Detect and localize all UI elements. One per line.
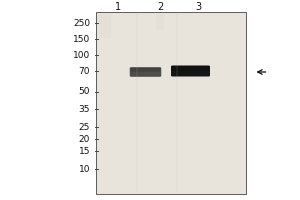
FancyBboxPatch shape xyxy=(171,66,210,76)
FancyBboxPatch shape xyxy=(130,67,161,77)
Text: 100: 100 xyxy=(73,50,90,60)
Text: 2: 2 xyxy=(158,2,164,12)
Bar xyxy=(96,12,246,194)
Text: 15: 15 xyxy=(79,146,90,156)
Text: 25: 25 xyxy=(79,122,90,132)
Text: 70: 70 xyxy=(79,66,90,75)
Text: 50: 50 xyxy=(79,88,90,97)
Bar xyxy=(99,14,111,38)
Text: 250: 250 xyxy=(73,19,90,27)
Bar xyxy=(156,14,164,30)
Text: 150: 150 xyxy=(73,34,90,44)
FancyBboxPatch shape xyxy=(172,66,209,71)
Text: 3: 3 xyxy=(195,2,201,12)
Text: 10: 10 xyxy=(79,164,90,173)
Text: 1: 1 xyxy=(116,2,122,12)
Text: 35: 35 xyxy=(79,105,90,114)
FancyBboxPatch shape xyxy=(130,68,161,72)
Text: 20: 20 xyxy=(79,134,90,144)
